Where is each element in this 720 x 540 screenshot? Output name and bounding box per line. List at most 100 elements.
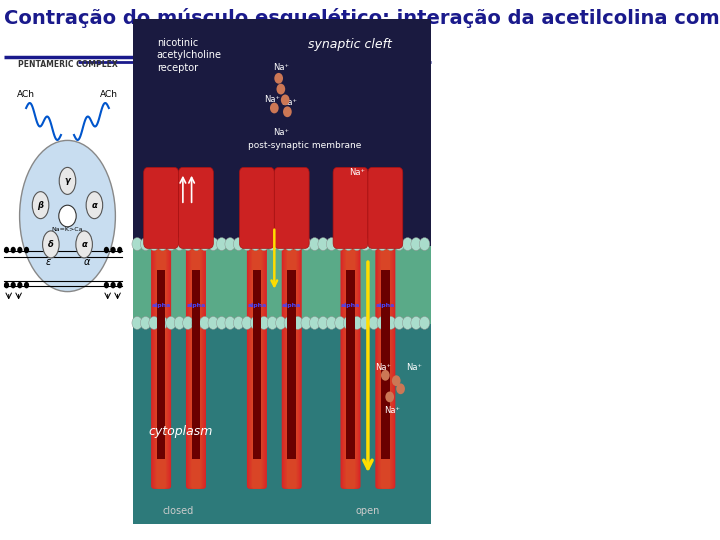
Text: α: α — [81, 240, 87, 249]
Text: PENTAMERIC COMPLEX: PENTAMERIC COMPLEX — [17, 60, 117, 69]
FancyBboxPatch shape — [144, 167, 179, 248]
FancyBboxPatch shape — [333, 167, 368, 248]
Circle shape — [292, 316, 303, 329]
Circle shape — [343, 238, 354, 251]
Text: Na⁺: Na⁺ — [264, 96, 280, 104]
Text: Na⁺: Na⁺ — [405, 363, 422, 372]
FancyBboxPatch shape — [341, 240, 361, 489]
Circle shape — [276, 238, 286, 251]
FancyBboxPatch shape — [342, 240, 359, 489]
FancyBboxPatch shape — [179, 167, 213, 248]
FancyBboxPatch shape — [151, 240, 171, 489]
Circle shape — [335, 316, 345, 329]
FancyBboxPatch shape — [381, 240, 390, 489]
Circle shape — [208, 316, 218, 329]
Text: Na⁺: Na⁺ — [375, 363, 391, 372]
Circle shape — [199, 238, 210, 251]
Text: cytoplasm: cytoplasm — [148, 426, 212, 438]
Ellipse shape — [42, 231, 59, 258]
Circle shape — [411, 316, 421, 329]
Circle shape — [258, 238, 269, 251]
Circle shape — [284, 238, 294, 251]
Circle shape — [157, 316, 168, 329]
Circle shape — [292, 238, 303, 251]
FancyBboxPatch shape — [190, 240, 202, 489]
Circle shape — [335, 238, 345, 251]
Text: alpha: alpha — [341, 302, 360, 308]
Circle shape — [360, 316, 371, 329]
Circle shape — [377, 238, 387, 251]
Text: α: α — [84, 257, 90, 267]
Circle shape — [140, 316, 150, 329]
Circle shape — [267, 238, 278, 251]
Circle shape — [351, 238, 362, 251]
Circle shape — [343, 316, 354, 329]
Circle shape — [174, 238, 184, 251]
Circle shape — [132, 316, 143, 329]
Ellipse shape — [86, 192, 103, 219]
Circle shape — [369, 238, 379, 251]
Text: post-synaptic membrane: post-synaptic membrane — [248, 141, 361, 150]
FancyBboxPatch shape — [155, 240, 167, 489]
FancyBboxPatch shape — [248, 240, 266, 489]
Circle shape — [166, 238, 176, 251]
Circle shape — [301, 316, 312, 329]
Text: β: β — [37, 201, 44, 210]
Circle shape — [4, 247, 9, 253]
Circle shape — [59, 205, 76, 227]
Circle shape — [402, 316, 413, 329]
Text: Na⁺: Na⁺ — [273, 128, 289, 137]
Text: Na=K>Ca: Na=K>Ca — [52, 227, 84, 232]
Text: Na⁺: Na⁺ — [349, 168, 365, 177]
Circle shape — [233, 238, 244, 251]
Text: ACh: ACh — [17, 90, 35, 99]
Text: alpha: alpha — [376, 302, 395, 308]
Circle shape — [360, 238, 371, 251]
Circle shape — [191, 316, 202, 329]
Circle shape — [267, 316, 278, 329]
Circle shape — [258, 316, 269, 329]
Text: open: open — [356, 505, 380, 516]
FancyBboxPatch shape — [344, 240, 356, 489]
FancyBboxPatch shape — [250, 240, 264, 489]
FancyBboxPatch shape — [287, 240, 297, 489]
Circle shape — [149, 316, 159, 329]
Circle shape — [208, 238, 218, 251]
Text: Contração do músculo esquelético: interação da acetilcolina com o receptor: Contração do músculo esquelético: intera… — [4, 8, 720, 28]
Circle shape — [392, 375, 400, 386]
FancyBboxPatch shape — [378, 240, 392, 489]
FancyBboxPatch shape — [283, 240, 300, 489]
Ellipse shape — [59, 167, 76, 194]
Circle shape — [110, 247, 116, 253]
FancyBboxPatch shape — [157, 270, 166, 459]
Text: alpha: alpha — [186, 302, 206, 308]
Circle shape — [199, 316, 210, 329]
Text: Na⁺: Na⁺ — [384, 406, 400, 415]
Circle shape — [110, 282, 116, 288]
FancyBboxPatch shape — [247, 240, 267, 489]
Ellipse shape — [76, 231, 92, 258]
FancyBboxPatch shape — [153, 240, 168, 489]
FancyBboxPatch shape — [192, 270, 200, 459]
Circle shape — [284, 316, 294, 329]
Circle shape — [251, 316, 261, 329]
Circle shape — [11, 247, 16, 253]
FancyBboxPatch shape — [156, 240, 166, 489]
Circle shape — [326, 238, 337, 251]
Circle shape — [326, 316, 337, 329]
Circle shape — [270, 103, 279, 113]
Circle shape — [104, 282, 109, 288]
Text: nicotinic
acetylcholine
receptor: nicotinic acetylcholine receptor — [157, 38, 222, 72]
FancyBboxPatch shape — [274, 167, 309, 248]
Text: δ: δ — [48, 240, 54, 249]
Circle shape — [394, 316, 405, 329]
Circle shape — [276, 84, 285, 94]
Text: alpha: alpha — [151, 302, 171, 308]
FancyBboxPatch shape — [381, 270, 390, 459]
Text: alpha: alpha — [282, 302, 302, 308]
Circle shape — [411, 238, 421, 251]
Circle shape — [217, 238, 227, 251]
Circle shape — [104, 247, 109, 253]
Circle shape — [24, 282, 29, 288]
Circle shape — [377, 316, 387, 329]
